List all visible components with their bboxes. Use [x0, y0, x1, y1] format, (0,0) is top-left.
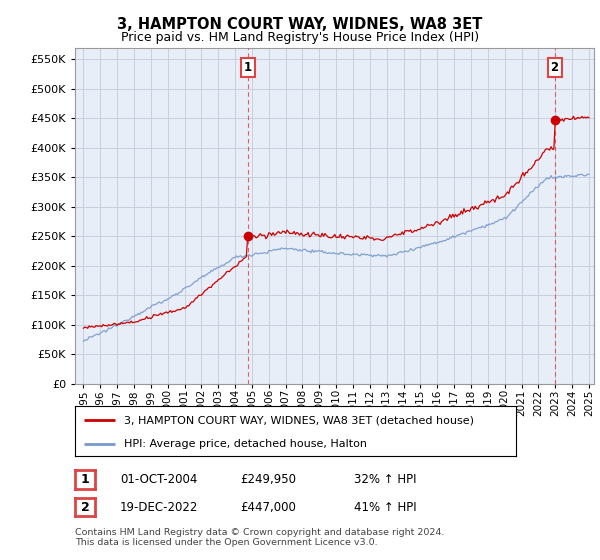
Text: 3, HAMPTON COURT WAY, WIDNES, WA8 3ET: 3, HAMPTON COURT WAY, WIDNES, WA8 3ET — [118, 17, 482, 32]
Text: £249,950: £249,950 — [240, 473, 296, 487]
Text: 1: 1 — [80, 473, 89, 486]
Text: 01-OCT-2004: 01-OCT-2004 — [120, 473, 197, 487]
Text: Contains HM Land Registry data © Crown copyright and database right 2024.
This d: Contains HM Land Registry data © Crown c… — [75, 528, 445, 547]
Text: 2: 2 — [80, 501, 89, 514]
Text: 3, HAMPTON COURT WAY, WIDNES, WA8 3ET (detached house): 3, HAMPTON COURT WAY, WIDNES, WA8 3ET (d… — [124, 415, 473, 425]
Text: 19-DEC-2022: 19-DEC-2022 — [120, 501, 199, 514]
Text: Price paid vs. HM Land Registry's House Price Index (HPI): Price paid vs. HM Land Registry's House … — [121, 31, 479, 44]
Text: 1: 1 — [244, 61, 252, 74]
Text: £447,000: £447,000 — [240, 501, 296, 514]
Text: 2: 2 — [551, 61, 559, 74]
Text: 32% ↑ HPI: 32% ↑ HPI — [354, 473, 416, 487]
Text: HPI: Average price, detached house, Halton: HPI: Average price, detached house, Halt… — [124, 439, 367, 449]
Text: 41% ↑ HPI: 41% ↑ HPI — [354, 501, 416, 514]
